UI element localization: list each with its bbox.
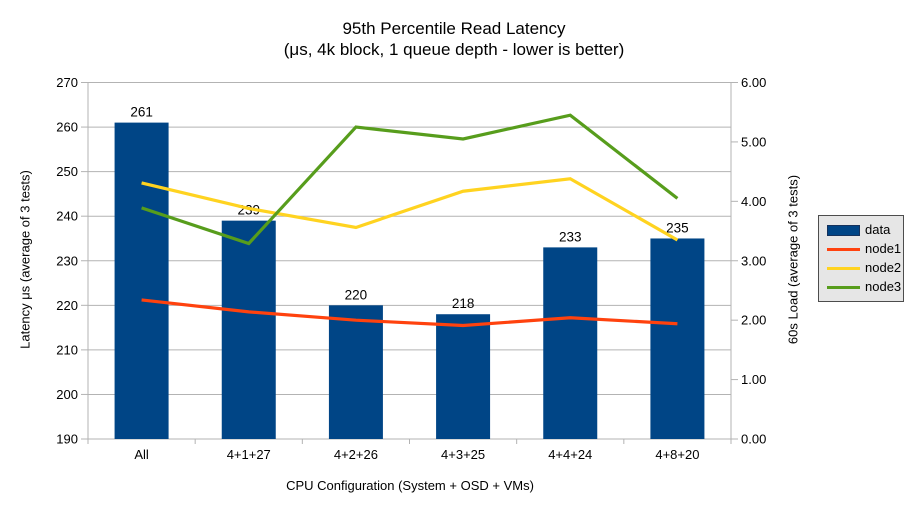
right-tick-label: 5.00 — [741, 134, 766, 149]
x-category-label: 4+3+25 — [441, 447, 485, 462]
left-tick-label: 250 — [56, 164, 78, 179]
legend-swatch-node2 — [827, 266, 860, 270]
bar-4+1+27 — [221, 220, 276, 439]
right-tick-label: 3.00 — [741, 253, 766, 268]
x-category-label: 4+4+24 — [548, 447, 592, 462]
x-category-label: All — [134, 447, 149, 462]
right-tick-label: 2.00 — [741, 313, 766, 328]
bar-label-4+8+20: 235 — [666, 220, 689, 235]
legend-label: data — [865, 222, 891, 237]
node2-line — [141, 177, 679, 242]
right-tick-label: 0.00 — [741, 432, 766, 447]
left-tick-label: 190 — [56, 432, 78, 447]
bar-label-4+4+24: 233 — [559, 229, 582, 244]
bar-4+3+25 — [436, 314, 491, 439]
x-category-label: 4+8+20 — [655, 447, 699, 462]
node3-line — [141, 113, 679, 246]
legend-item-node1: node1 — [827, 242, 901, 256]
bar-label-All: 261 — [130, 105, 153, 120]
chart-title-line2: (μs, 4k block, 1 queue depth - lower is … — [283, 40, 625, 59]
left-tick-label: 240 — [56, 209, 78, 224]
legend-swatch-node3 — [827, 285, 860, 289]
right-tick-label: 4.00 — [741, 194, 766, 209]
x-category-label: 4+1+27 — [227, 447, 271, 462]
left-tick-label: 210 — [56, 342, 78, 357]
legend-swatch-data — [827, 224, 860, 236]
legend: data node1 node2 node3 — [818, 215, 904, 302]
bar-4+8+20 — [650, 238, 705, 439]
left-tick-label: 200 — [56, 387, 78, 402]
chart-title-line1: 95th Percentile Read Latency — [342, 19, 566, 38]
bar-label-4+2+26: 220 — [345, 287, 368, 302]
right-tick-label: 1.00 — [741, 372, 766, 387]
node1-line — [141, 298, 678, 328]
bar-4+2+26 — [328, 305, 383, 439]
left-tick-label: 270 — [56, 75, 78, 90]
x-axis-title: CPU Configuration (System + OSD + VMs) — [286, 478, 534, 493]
legend-label: node1 — [865, 241, 902, 256]
right-tick-label: 6.00 — [741, 75, 766, 90]
legend-label: node2 — [865, 260, 902, 275]
bar-4+4+24 — [543, 247, 598, 439]
left-tick-label: 220 — [56, 298, 78, 313]
left-tick-label: 260 — [56, 120, 78, 135]
legend-label: node3 — [865, 279, 902, 294]
left-tick-label: 230 — [56, 253, 78, 268]
legend-swatch-node1 — [827, 247, 860, 251]
legend-item-node3: node3 — [827, 280, 901, 294]
chart-title: 95th Percentile Read Latency (μs, 4k blo… — [0, 18, 908, 60]
legend-item-node2: node2 — [827, 261, 901, 275]
bar-label-4+3+25: 218 — [452, 296, 475, 311]
legend-item-data: data — [827, 223, 897, 237]
bar-All — [114, 122, 169, 439]
x-category-label: 4+2+26 — [334, 447, 378, 462]
